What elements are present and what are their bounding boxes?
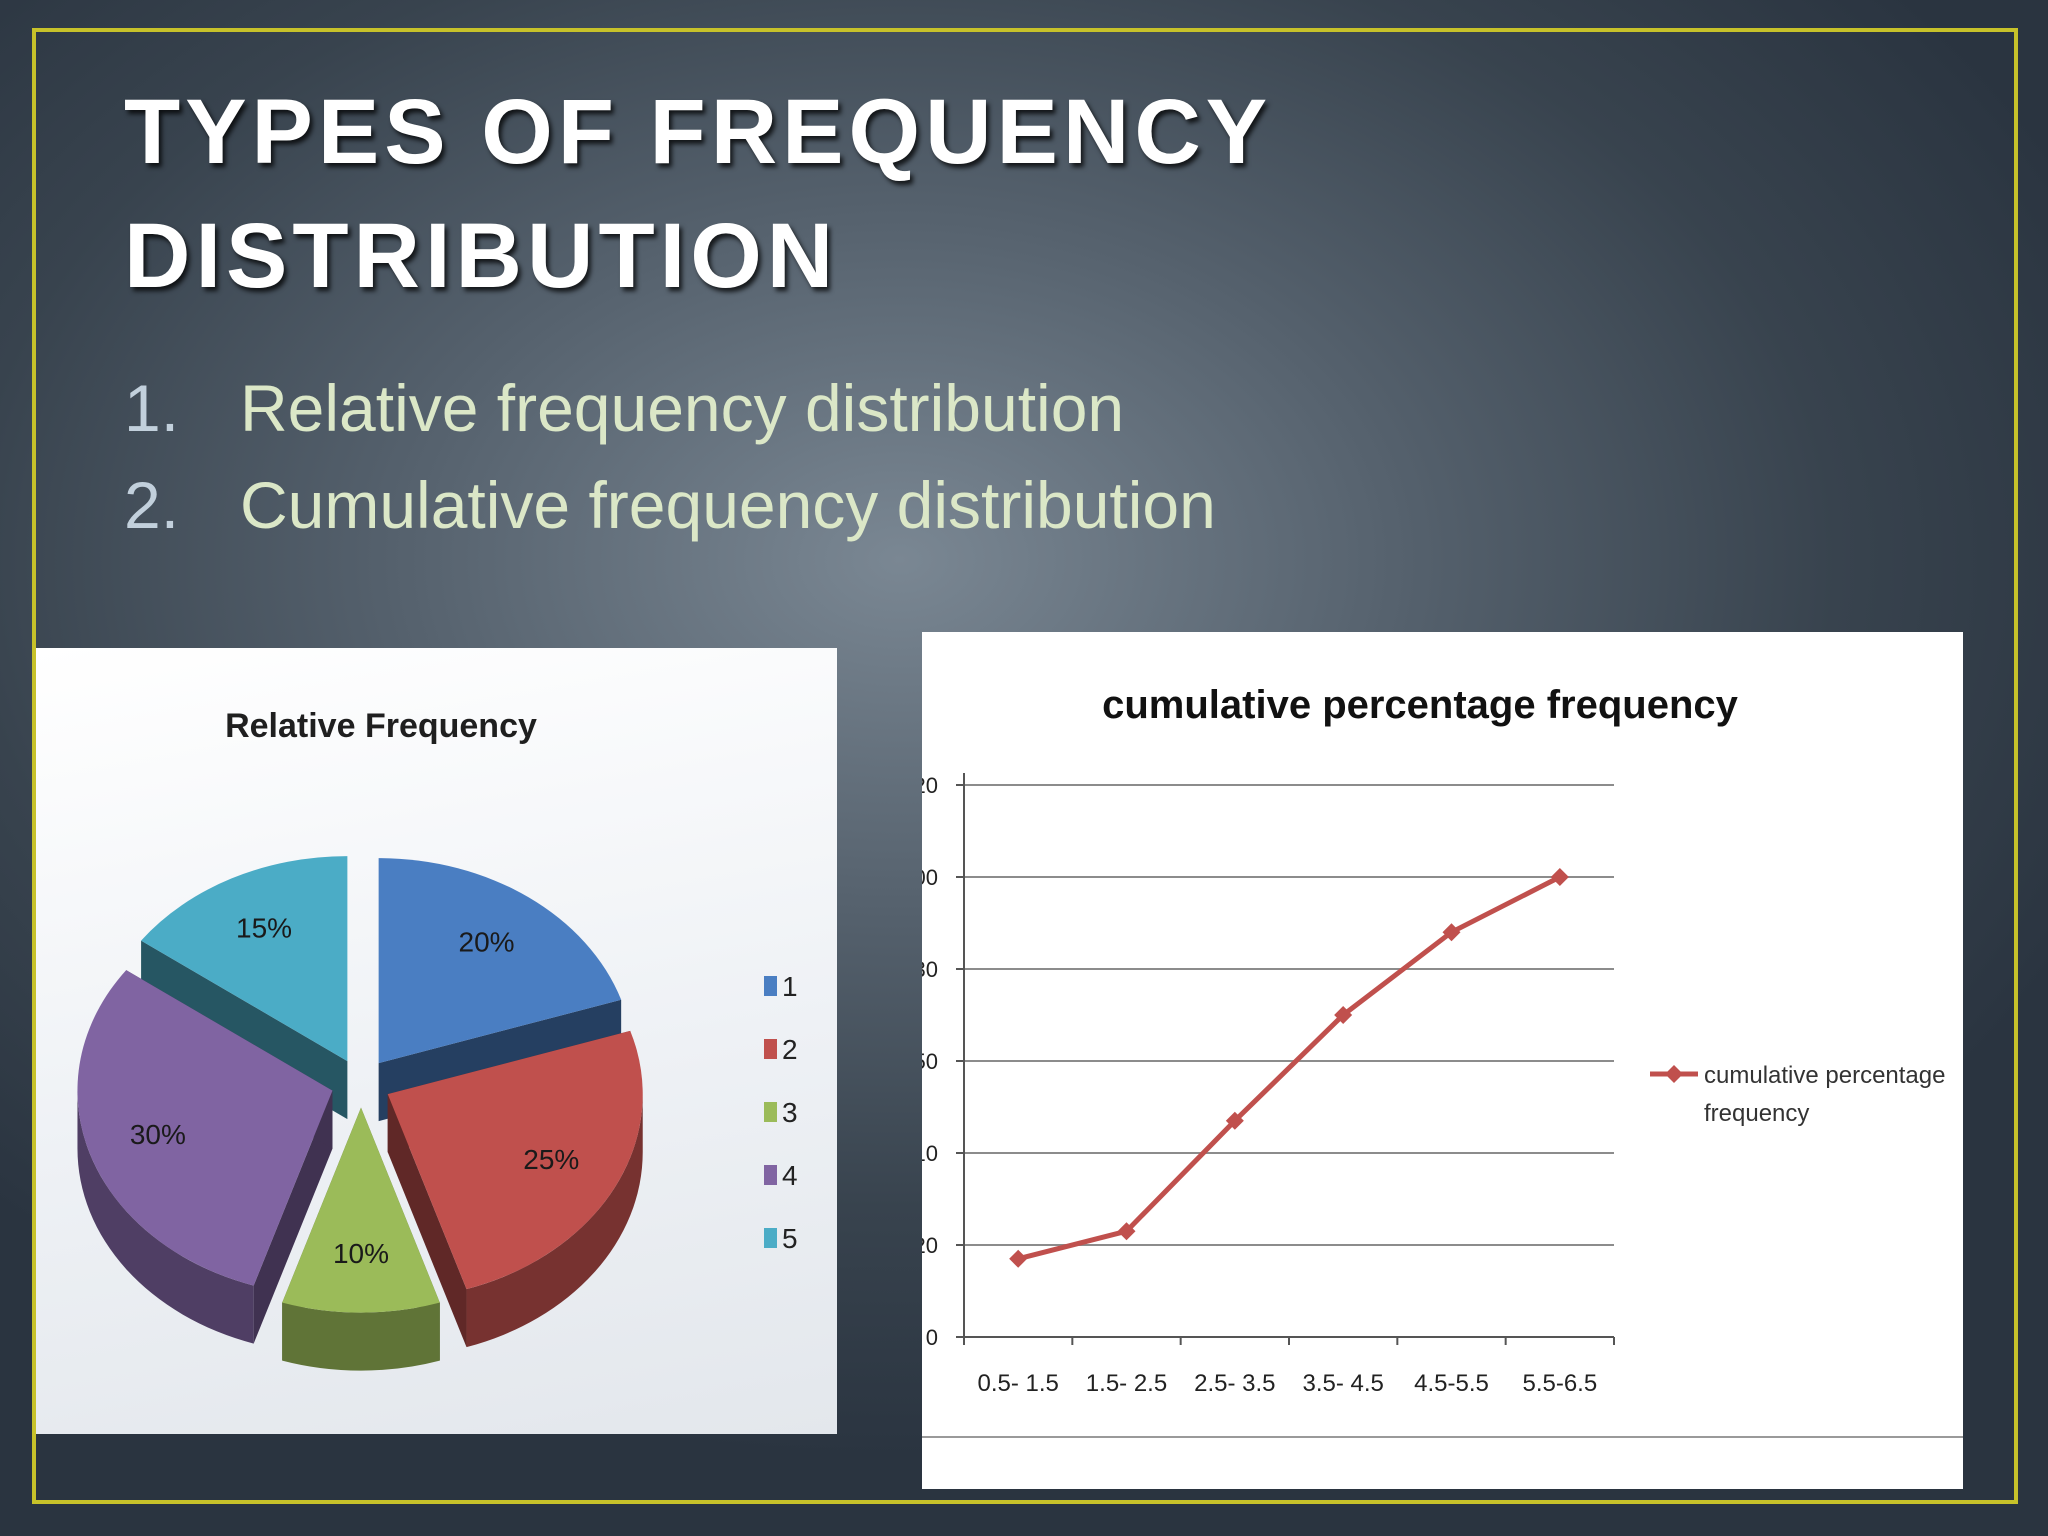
bullet-number: 1. — [124, 371, 180, 445]
pie-chart-panel: Relative Frequency 20% 25% 10% 30% 15% 1 2 3 4 5 — [36, 648, 837, 1434]
legend-label: 2 — [782, 1034, 798, 1065]
data-point-marker — [1442, 923, 1461, 942]
pie-slice-wall — [253, 1090, 333, 1344]
pie-data-label: 20% — [459, 927, 515, 958]
y-tick-label: 0 — [926, 1325, 938, 1350]
pie-slice-3 — [282, 1107, 440, 1371]
bullet-number: 2. — [124, 468, 180, 542]
pie-legend: 1 2 3 4 5 — [764, 971, 798, 1254]
line-chart: cumulative percentage frequency 20 00 30 50… — [914, 683, 1963, 1438]
legend-marker — [1665, 1065, 1683, 1083]
x-tick-label: 1.5- 2.5 — [1086, 1370, 1167, 1397]
pie-slice-top — [378, 858, 622, 1064]
line-series — [1009, 868, 1569, 1268]
line-chart-gridlines — [964, 784, 1614, 1246]
pie-data-label: 30% — [130, 1119, 186, 1150]
y-tick-label: 10 — [922, 1141, 938, 1166]
legend-swatch — [764, 1165, 777, 1185]
pie-slices — [77, 856, 643, 1371]
series-line — [1017, 874, 1561, 1262]
line-chart-title: cumulative percentage frequency — [1102, 683, 1739, 727]
legend-swatch — [764, 976, 777, 996]
y-tick-label: 00 — [922, 865, 938, 890]
y-tick-label: 50 — [922, 1049, 938, 1074]
line-chart-panel: cumulative percentage frequency 20 00 30 50… — [914, 632, 1963, 1489]
pie-slice-rim — [77, 1090, 254, 1344]
bullet-item: 1. Relative frequency distribution — [124, 368, 1216, 465]
legend-label: cumulative percentage — [1704, 1062, 1945, 1089]
pie-chart: Relative Frequency 20% 25% 10% 30% 15% 1 2 3 4 5 — [77, 707, 798, 1371]
data-point-marker — [1225, 1111, 1244, 1130]
bullet-text: Cumulative frequency distribution — [240, 468, 1216, 542]
pie-slice-rim — [466, 1094, 643, 1348]
y-axis-tick-labels: 20 00 30 50 10 20 0 — [914, 773, 938, 1350]
bullet-text: Relative frequency distribution — [240, 371, 1125, 445]
x-axis-tick-labels: 0.5- 1.5 1.5- 2.5 2.5- 3.5 3.5- 4.5 4.5-5.5 5… — [977, 1370, 1597, 1397]
x-tick-label: 3.5- 4.5 — [1302, 1370, 1383, 1397]
line-legend: cumulative percentage frequency — [1650, 1062, 1945, 1127]
data-point-marker — [1117, 1222, 1136, 1241]
legend-swatch — [764, 1102, 777, 1122]
x-tick-label: 0.5- 1.5 — [977, 1370, 1058, 1397]
pie-data-label: 25% — [523, 1144, 579, 1175]
y-tick-label: 30 — [922, 957, 938, 982]
pie-slice-top — [77, 970, 333, 1286]
legend-swatch — [764, 1039, 777, 1059]
bullet-list: 1. Relative frequency distribution 2. Cumu… — [124, 368, 1216, 562]
pie-slice-rim — [282, 1302, 440, 1371]
legend-label: 1 — [782, 971, 798, 1002]
line-chart-axes — [956, 773, 1615, 1345]
pie-slice-4 — [77, 970, 333, 1344]
legend-label: 4 — [782, 1160, 798, 1191]
legend-swatch — [764, 1228, 777, 1248]
bullet-item: 2. Cumulative frequency distribution — [124, 465, 1216, 562]
pie-slice-wall — [387, 1094, 467, 1348]
pie-data-label: 10% — [333, 1238, 389, 1269]
x-tick-label: 4.5-5.5 — [1414, 1370, 1489, 1397]
y-tick-label: 20 — [922, 773, 938, 798]
y-tick-label: 20 — [922, 1233, 938, 1258]
data-point-marker — [1009, 1249, 1028, 1268]
slide-frame — [32, 28, 2018, 1504]
pie-slice-top — [387, 1030, 643, 1290]
x-tick-label: 2.5- 3.5 — [1194, 1370, 1275, 1397]
data-point-marker — [1334, 1006, 1353, 1024]
pie-data-labels: 20% 25% 10% 30% 15% — [130, 913, 580, 1270]
x-tick-label: 5.5-6.5 — [1522, 1370, 1597, 1397]
legend-label: frequency — [1704, 1100, 1809, 1127]
legend-label: 5 — [782, 1223, 798, 1254]
data-point-marker — [1550, 868, 1569, 886]
pie-slice-top — [282, 1107, 440, 1313]
pie-slice-2 — [387, 1030, 643, 1348]
pie-data-label: 15% — [236, 913, 292, 944]
slide-title: TYPES OF FREQUENCY DISTRIBUTION — [124, 81, 1271, 307]
legend-label: 3 — [782, 1097, 798, 1128]
pie-chart-title: Relative Frequency — [225, 707, 537, 745]
pie-slice-top — [141, 856, 348, 1062]
